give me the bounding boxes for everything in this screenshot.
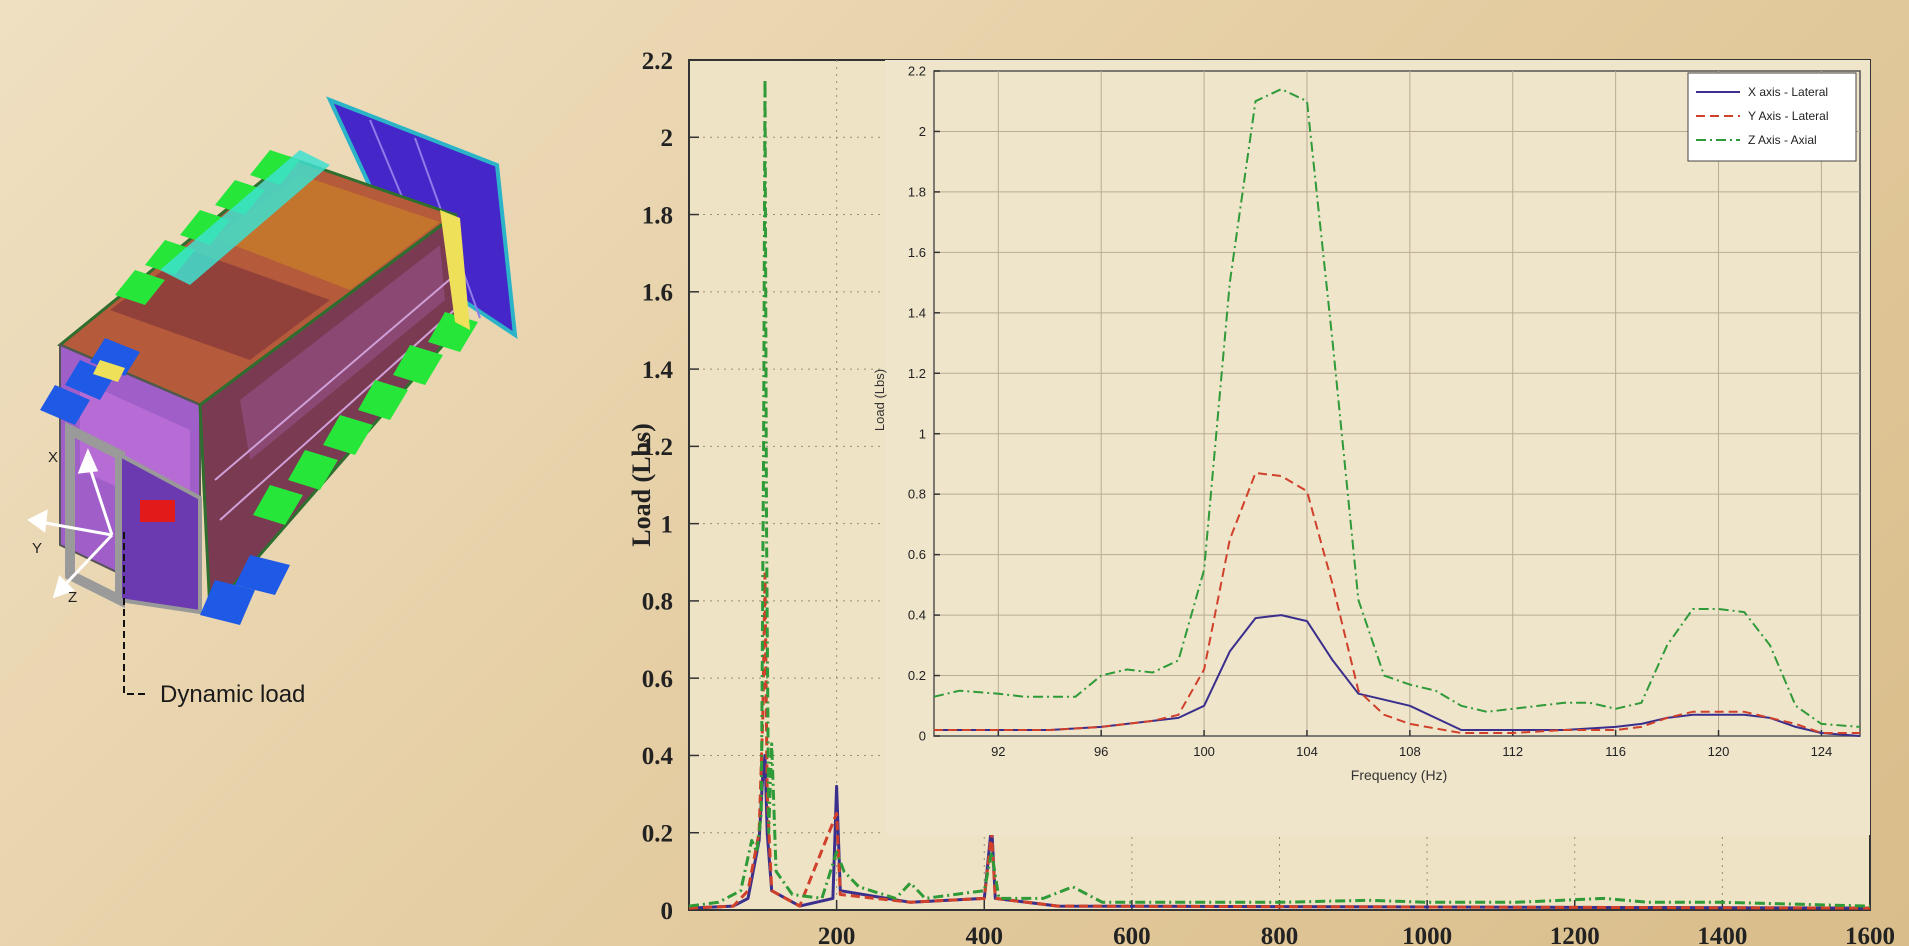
y-tick-label: 1.4 [908, 305, 926, 320]
x-tick-label: 92 [991, 744, 1005, 759]
inset-chart-legend: X axis - Lateral Y Axis - Lateral Z Axis -… [1687, 72, 1857, 162]
series-line-2 [688, 572, 1871, 910]
inset-chart-x-ticks: 92 96 100 104 108 112 116 120 124 [991, 730, 1832, 759]
main-chart-x-ticks: 200 400 600 800 1000 1200 1400 1600 [818, 900, 1895, 946]
main-chart-y-axis-label: Load (Lbs) [627, 423, 656, 547]
y-tick-label: 2 [661, 125, 674, 152]
y-tick-label: 1.2 [642, 434, 673, 461]
main-chart-y-ticks: 0 0.2 0.4 0.6 0.8 1 1.2 1.4 1.6 1.8 2 2.2 [642, 48, 699, 925]
y-tick-label: 1.8 [908, 184, 926, 199]
x-axis-glyph-label: X [48, 449, 58, 466]
y-tick-label: 2.2 [642, 48, 673, 75]
x-tick-label: 1400 [1697, 923, 1747, 946]
y-tick-label: 2.2 [908, 64, 926, 79]
y-tick-label: 1.6 [908, 245, 926, 260]
x-tick-label: 112 [1502, 744, 1523, 759]
y-axis-glyph-label: Y [32, 540, 42, 557]
y-tick-label: 0.8 [642, 589, 673, 616]
y-tick-label: 0 [661, 898, 674, 925]
x-tick-label: 124 [1811, 744, 1833, 759]
x-tick-label: 116 [1605, 744, 1626, 759]
y-tick-label: 2 [919, 124, 926, 139]
x-tick-label: 800 [1261, 923, 1299, 946]
x-tick-label: 1000 [1402, 923, 1452, 946]
inset-chart-plot-area [933, 70, 1861, 737]
y-tick-label: 0.6 [642, 666, 673, 693]
x-tick-label: 200 [818, 923, 856, 946]
coordinate-axes-glyph [27, 448, 114, 599]
y-tick-label: 0.2 [642, 820, 673, 847]
y-tick-label: 1.2 [908, 366, 926, 381]
series-line-1 [934, 614, 1861, 737]
y-tick-label: 0.2 [908, 668, 926, 683]
x-tick-label: 1200 [1550, 923, 1600, 946]
legend-label: Z Axis - Axial [1748, 133, 1817, 147]
legend-label: Y Axis - Lateral [1748, 109, 1828, 123]
x-tick-label: 104 [1296, 744, 1318, 759]
inset-chart-x-axis-label: Frequency (Hz) [1351, 767, 1447, 783]
y-tick-label: 1 [919, 426, 926, 441]
y-tick-label: 0.8 [908, 487, 926, 502]
inset-chart-grid [934, 71, 1860, 736]
series-line-2 [934, 472, 1860, 734]
inset-chart-series [933, 88, 1861, 737]
y-tick-label: 0.6 [908, 547, 926, 562]
x-tick-label: 400 [966, 923, 1004, 946]
x-tick-label: 100 [1193, 744, 1215, 759]
z-axis-glyph-label: Z [68, 589, 77, 606]
y-tick-label: 0 [919, 729, 926, 744]
y-tick-label: 1.6 [642, 280, 673, 307]
inset-chart-y-axis-label: Load (Lbs) [872, 369, 887, 431]
x-tick-label: 600 [1113, 923, 1151, 946]
x-tick-label: 96 [1094, 744, 1108, 759]
series-line-3 [688, 77, 1871, 908]
main-chart-series [688, 77, 1871, 910]
legend-label: X axis - Lateral [1748, 85, 1828, 99]
dynamic-load-callout: Dynamic load [160, 681, 305, 708]
y-tick-label: 1.4 [642, 357, 674, 384]
callout-leader-line [123, 532, 148, 695]
inset-chart-y-ticks: 0 0.2 0.4 0.6 0.8 1 1.2 1.4 1.6 1.8 2 2.2 [908, 64, 940, 744]
y-tick-label: 0.4 [908, 608, 926, 623]
x-tick-label: 108 [1399, 744, 1421, 759]
x-tick-label: 120 [1708, 744, 1730, 759]
series-line-3 [933, 88, 1861, 728]
satellite-model-illustration [40, 96, 518, 625]
y-tick-label: 1.8 [642, 202, 673, 229]
y-tick-label: 1 [661, 511, 674, 538]
inset-chart-background [885, 60, 1870, 835]
x-tick-label: 1600 [1845, 923, 1895, 946]
y-tick-label: 0.4 [642, 743, 674, 770]
